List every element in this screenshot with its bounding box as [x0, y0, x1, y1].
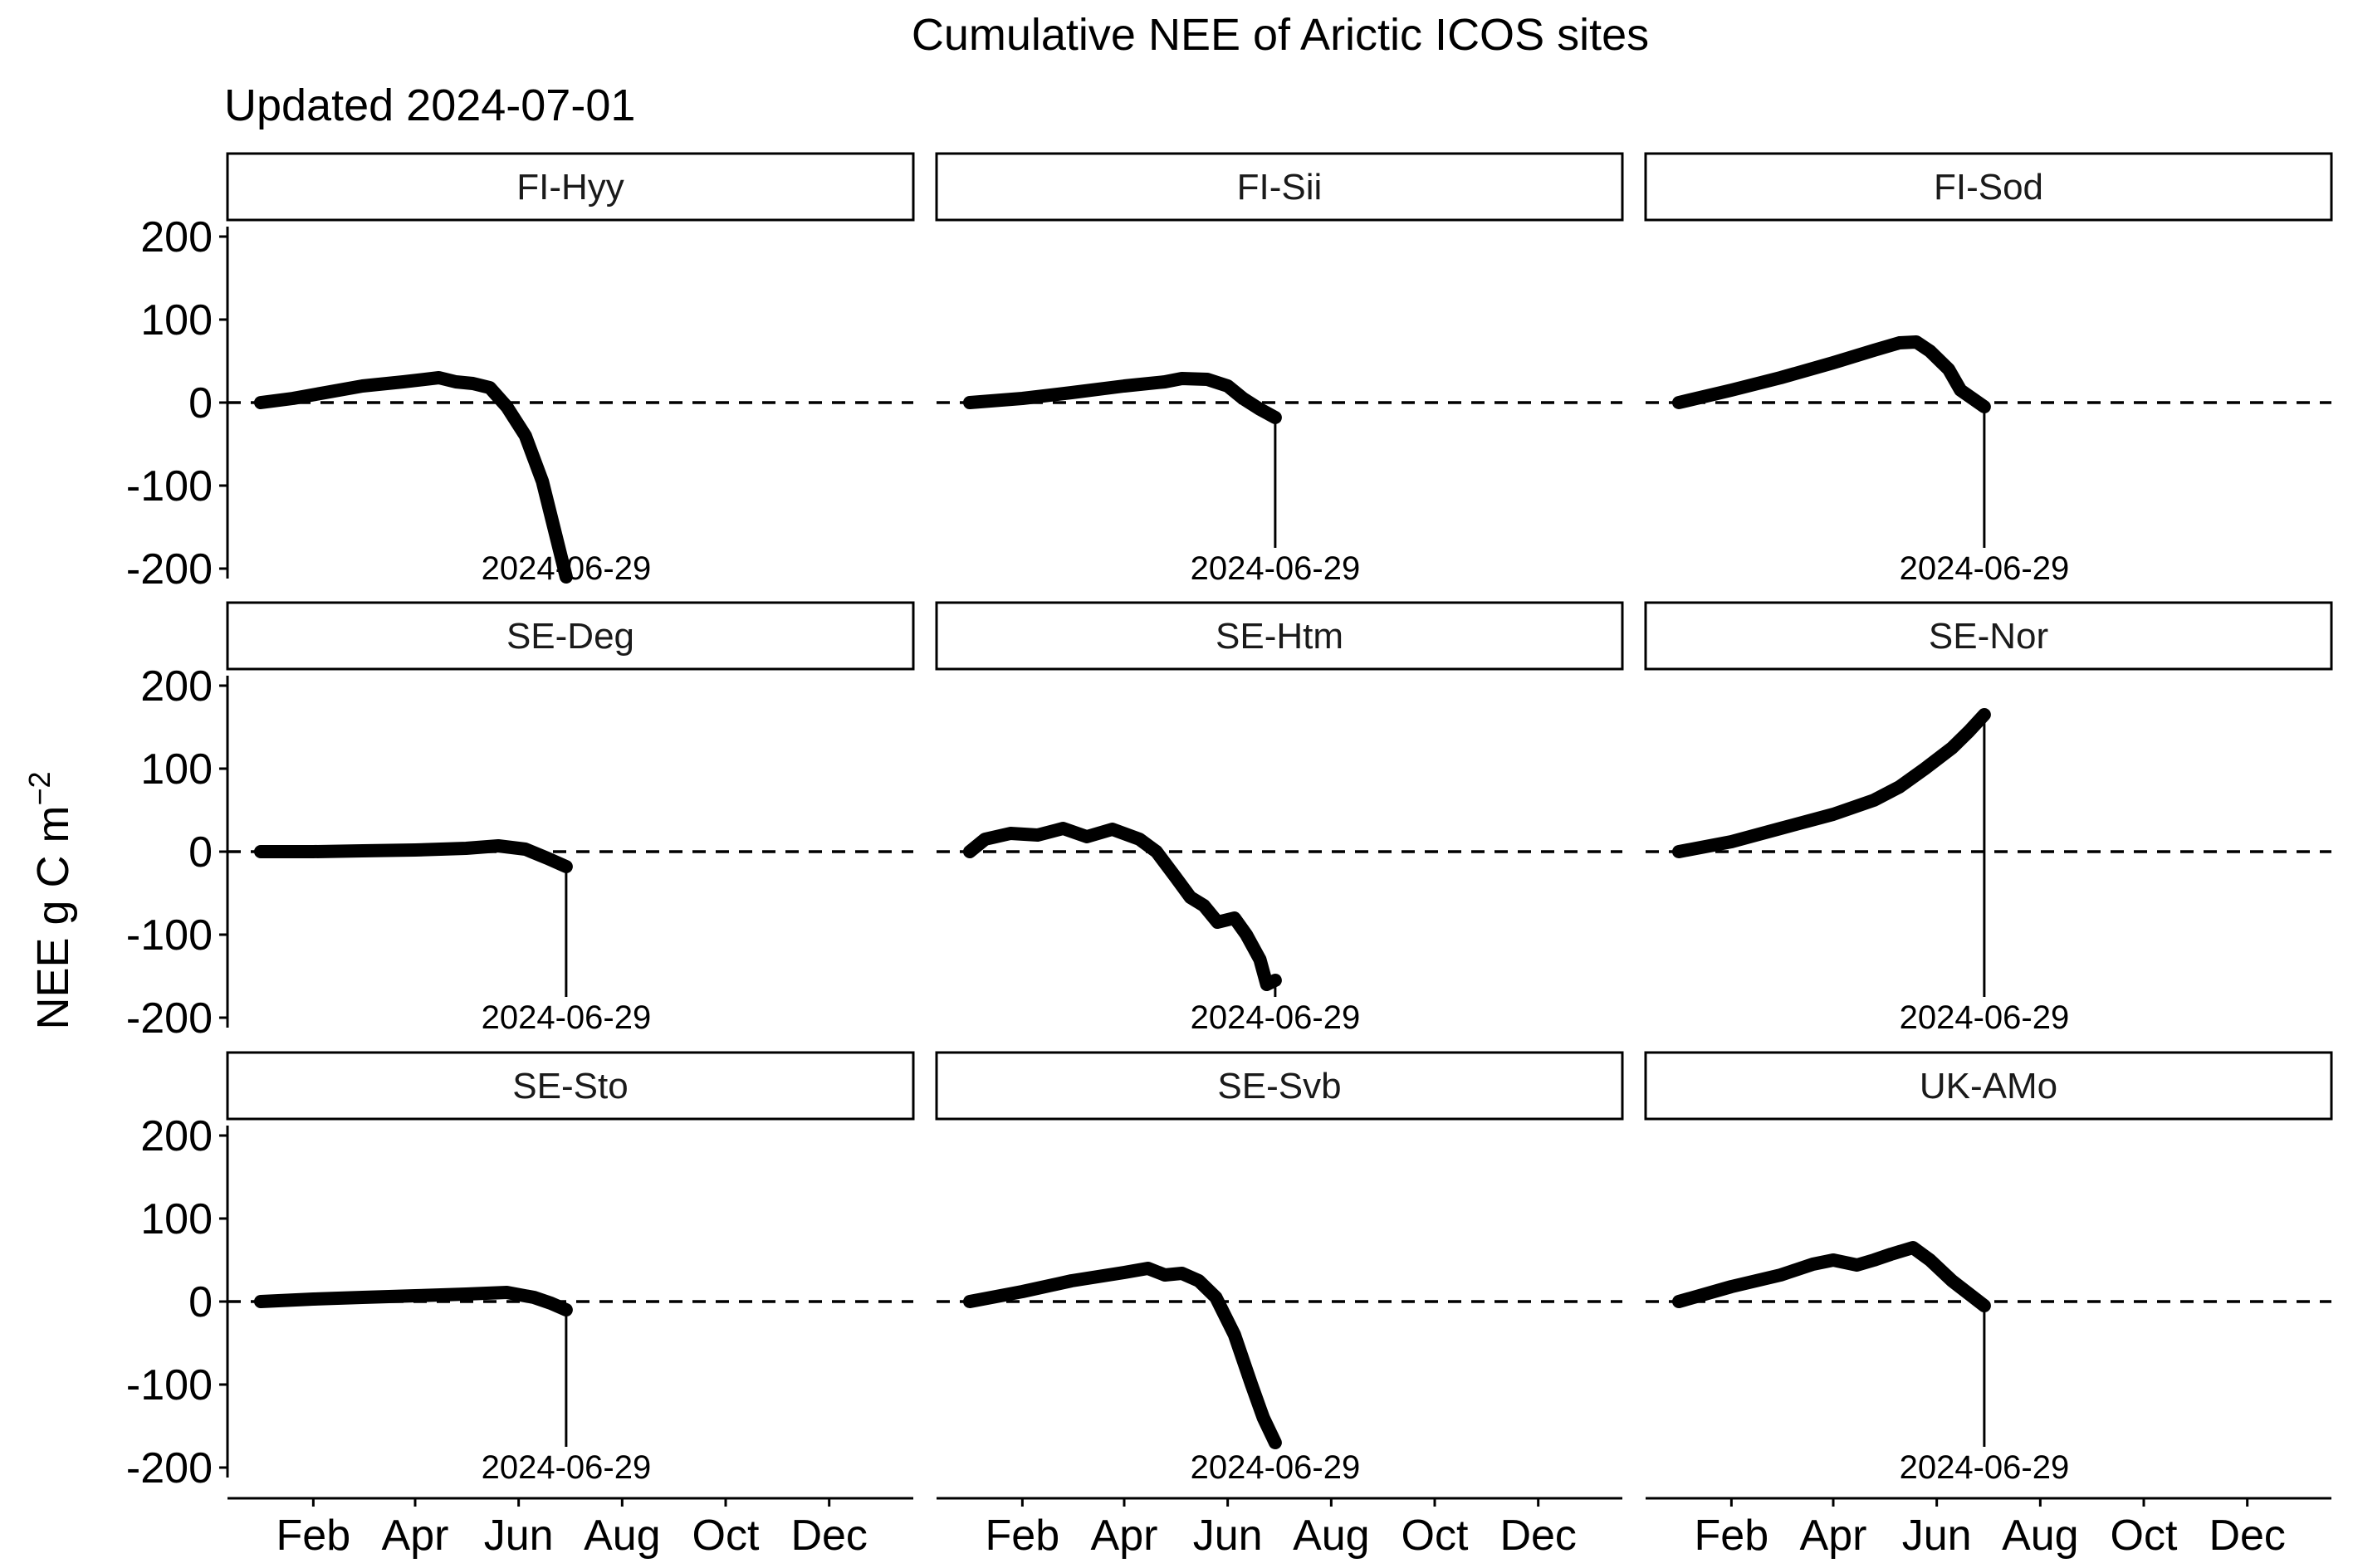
- nee-series-line: [1672, 335, 1991, 413]
- annotation-label: 2024-06-29: [1900, 1449, 2070, 1486]
- y-axis-label: NEE g C m−2: [22, 771, 78, 1029]
- facet-strip: [1644, 1051, 2333, 1121]
- facet-panel: SE-Nor 2024-06-29: [1644, 601, 2333, 1036]
- x-tick-label: Aug: [2002, 1512, 2079, 1560]
- facet-strip-label: SE-Deg: [506, 616, 634, 657]
- annotation-label: 2024-06-29: [1191, 550, 1361, 587]
- nee-series-line: [963, 372, 1282, 424]
- facet-strip: [226, 601, 915, 671]
- facet-strip-label: SE-Htm: [1216, 616, 1343, 657]
- facet-strip: [935, 152, 1624, 222]
- x-tick-label: Apr: [1800, 1512, 1867, 1560]
- facet-panels: FI-Hyy 200 100 0 -100 -200 2024-06-29 FI-Sii 202…: [126, 152, 2333, 1560]
- x-tick-label: Oct: [2111, 1512, 2178, 1560]
- facet-strip-label: SE-Nor: [1929, 616, 2048, 657]
- facet-panel: FI-Sii 2024-06-29: [935, 152, 1624, 587]
- x-tick-label: Dec: [1499, 1512, 1576, 1560]
- x-tick-label: Feb: [1695, 1512, 1769, 1560]
- x-tick-label: Feb: [276, 1512, 351, 1560]
- chart-subtitle: Updated 2024-07-01: [224, 81, 635, 130]
- facet-panel: SE-Sto 200 100 0 -100 -200 Feb Apr Jun Aug Oct Dec 2…: [126, 1051, 915, 1560]
- y-axis-label-exponent: −2: [22, 771, 56, 805]
- x-tick-label: Oct: [692, 1512, 760, 1560]
- x-tick-label: Jun: [1902, 1512, 1972, 1560]
- facet-strip-label: FI-Hyy: [516, 167, 624, 208]
- facet-strip-label: UK-AMo: [1920, 1066, 2057, 1106]
- y-tick-label: 100: [140, 296, 213, 344]
- x-tick-label: Dec: [790, 1512, 867, 1560]
- facet-panel: FI-Sod 2024-06-29: [1644, 152, 2333, 587]
- facet-panel: SE-Htm 2024-06-29: [935, 601, 1624, 1036]
- x-tick-label: Oct: [1402, 1512, 1469, 1560]
- x-tick-label: Apr: [382, 1512, 449, 1560]
- nee-series-line: [254, 1286, 573, 1316]
- facet-strip-label: FI-Sii: [1237, 167, 1323, 208]
- x-tick-label: Aug: [1293, 1512, 1370, 1560]
- facet-strip-label: SE-Sto: [512, 1066, 628, 1106]
- annotation-label: 2024-06-29: [482, 1449, 652, 1486]
- y-tick-label: 0: [188, 1278, 213, 1326]
- facet-panel: SE-Svb Feb Apr Jun Aug Oct Dec 2024-06-29: [935, 1051, 1624, 1560]
- nee-series-line: [963, 822, 1282, 991]
- facet-panel: FI-Hyy 200 100 0 -100 -200 2024-06-29: [126, 152, 915, 593]
- nee-series-line: [1672, 1241, 1991, 1312]
- x-tick-label: Dec: [2209, 1512, 2285, 1560]
- annotation-label: 2024-06-29: [1900, 999, 2070, 1036]
- annotation-label: 2024-06-29: [482, 999, 652, 1036]
- x-tick-label: Jun: [484, 1512, 554, 1560]
- x-tick-label: Jun: [1193, 1512, 1263, 1560]
- annotation-label: 2024-06-29: [1900, 550, 2070, 587]
- facet-strip: [1644, 601, 2333, 671]
- facet-panel: UK-AMo Feb Apr Jun Aug Oct Dec 2024-06-29: [1644, 1051, 2333, 1560]
- nee-series-line: [1672, 708, 1991, 858]
- y-tick-label: -200: [126, 545, 213, 593]
- y-tick-label: -200: [126, 1444, 213, 1492]
- facet-strip: [226, 152, 915, 222]
- y-tick-label: -100: [126, 911, 213, 960]
- facet-strip: [1644, 152, 2333, 222]
- annotation-label: 2024-06-29: [1191, 999, 1361, 1036]
- y-tick-label: -100: [126, 462, 213, 510]
- y-tick-label: 100: [140, 745, 213, 794]
- nee-series-line: [254, 371, 573, 584]
- y-tick-label: 0: [188, 379, 213, 427]
- svg-text:NEE g C m−2: NEE g C m−2: [22, 771, 78, 1029]
- annotation-label: 2024-06-29: [1191, 1449, 1361, 1486]
- y-axis-label-text: NEE g C m: [28, 805, 78, 1029]
- facet-strip: [935, 1051, 1624, 1121]
- y-tick-label: 0: [188, 828, 213, 877]
- facet-strip-label: FI-Sod: [1934, 167, 2043, 208]
- y-tick-label: 200: [140, 662, 213, 711]
- facet-strip: [226, 1051, 915, 1121]
- x-tick-label: Feb: [986, 1512, 1060, 1560]
- nee-series-line: [963, 1262, 1282, 1449]
- chart-title: Cumulative NEE of Arictic ICOS sites: [912, 10, 1649, 60]
- facet-strip: [935, 601, 1624, 671]
- facet-panel: SE-Deg 200 100 0 -100 -200 2024-06-29: [126, 601, 915, 1043]
- y-tick-label: -200: [126, 994, 213, 1043]
- facet-strip-label: SE-Svb: [1217, 1066, 1341, 1106]
- x-tick-label: Apr: [1091, 1512, 1158, 1560]
- y-tick-label: 200: [140, 213, 213, 261]
- annotation-label: 2024-06-29: [482, 550, 652, 587]
- y-tick-label: -100: [126, 1361, 213, 1409]
- nee-series-line: [254, 839, 573, 873]
- y-tick-label: 100: [140, 1195, 213, 1243]
- x-tick-label: Aug: [584, 1512, 661, 1560]
- y-tick-label: 200: [140, 1112, 213, 1160]
